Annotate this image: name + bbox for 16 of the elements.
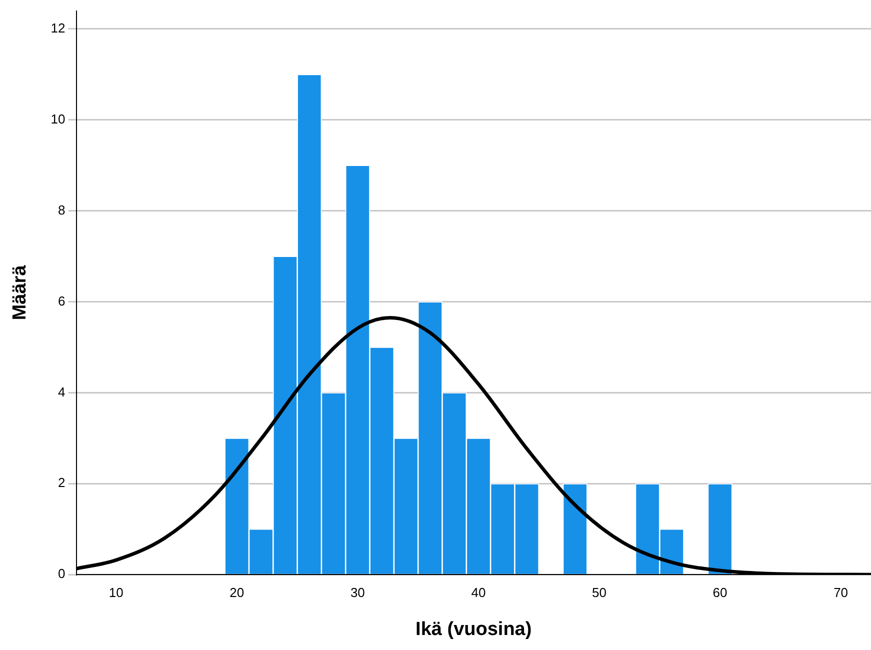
y-tick-label: 6 [58, 293, 66, 308]
x-tick-label: 10 [108, 584, 124, 600]
x-tick-label: 50 [592, 584, 606, 600]
y-axis-title: Määrä [10, 264, 31, 320]
y-tick-label: 2 [58, 475, 66, 490]
y-tick-label: 8 [58, 202, 66, 218]
y-tick-label: 0 [58, 566, 66, 582]
x-axis-title: Ikä (vuosina) [416, 618, 532, 640]
x-tick-label: 70 [834, 584, 848, 600]
y-tick-label: 12 [50, 20, 66, 36]
x-tick-label: 40 [471, 584, 486, 600]
y-tick-label: 4 [58, 384, 66, 400]
x-tick-label: 30 [350, 584, 365, 600]
x-tick-label: 20 [230, 584, 244, 600]
x-tick-label: 60 [712, 584, 728, 600]
y-tick-label: 10 [50, 112, 66, 126]
